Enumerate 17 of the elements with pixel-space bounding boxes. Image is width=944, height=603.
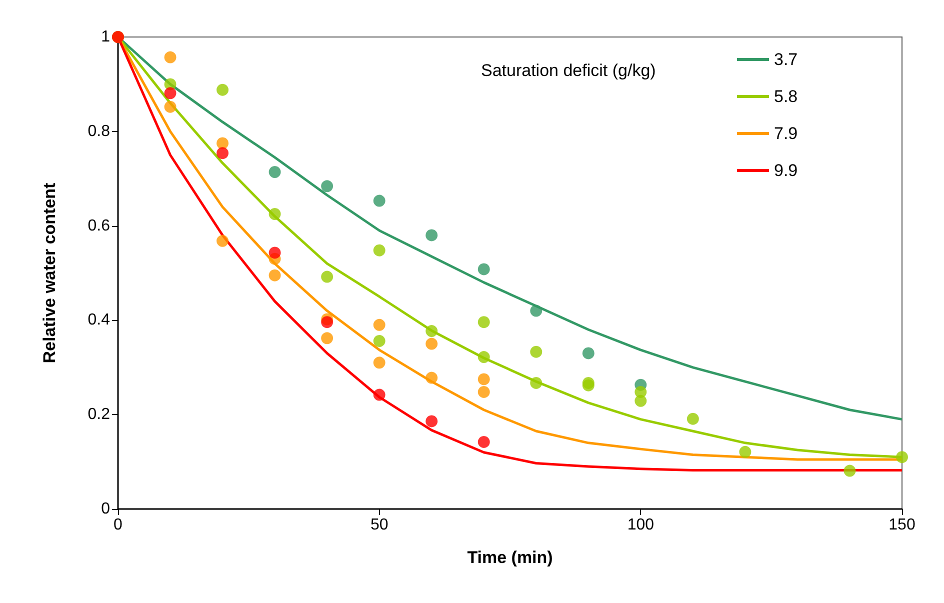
x-tick-label: 50 [370,516,388,534]
y-tick-label: 0.2 [88,406,110,424]
legend-label: 9.9 [774,161,798,180]
x-tick-label: 150 [888,516,916,534]
legend-label: 7.9 [774,124,798,143]
y-tick-label: 0.6 [88,217,110,234]
x-tick-label: 100 [627,516,654,534]
y-tick-label: 1 [101,28,110,46]
y-axis-title: Relative water content [40,182,59,364]
legend-title: Saturation deficit (g/kg) [481,61,656,80]
legend-label: 5.8 [774,87,798,106]
legend-label: 3.7 [774,50,798,69]
y-tick-label: 0.4 [88,312,110,329]
y-tick-label: 0.8 [88,122,110,140]
x-axis-title: Time (min) [467,548,553,567]
y-tick-label: 0 [101,500,110,518]
x-tick-label: 0 [114,516,123,534]
